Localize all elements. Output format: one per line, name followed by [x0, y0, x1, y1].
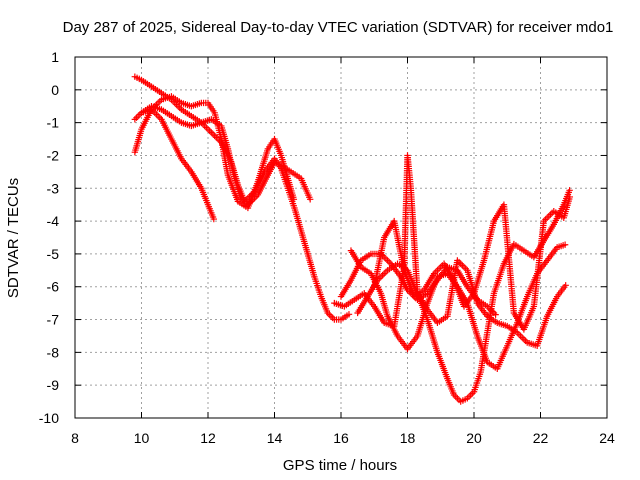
y-tick-label: -3 — [47, 180, 60, 196]
data-series-3 — [131, 93, 298, 212]
data-point — [566, 187, 573, 194]
x-tick-label: 16 — [333, 430, 349, 446]
y-tick-label: -7 — [47, 312, 60, 328]
y-axis-label: SDTVAR / TECUs — [5, 178, 22, 298]
data-point — [561, 241, 569, 248]
x-axis-label: GPS time / hours — [283, 457, 397, 474]
data-point — [566, 193, 574, 201]
y-tick-label: -4 — [47, 213, 60, 229]
y-tick-label: -1 — [47, 115, 60, 131]
data-series-8 — [371, 193, 574, 333]
x-tick-label: 22 — [533, 430, 549, 446]
data-point — [210, 215, 218, 223]
y-tick-label: 1 — [51, 49, 59, 65]
y-tick-label: -5 — [47, 246, 60, 262]
chart-title: Day 287 of 2025, Sidereal Day-to-day VTE… — [63, 19, 614, 36]
x-tick-label: 18 — [400, 430, 416, 446]
data-series-4 — [138, 106, 218, 223]
data-point — [290, 196, 298, 203]
x-tick-label: 20 — [466, 430, 482, 446]
y-tick-label: -9 — [47, 377, 60, 393]
y-tick-label: -10 — [39, 410, 59, 426]
data-point — [345, 311, 353, 318]
data-point — [562, 282, 569, 289]
y-tick-label: 0 — [51, 82, 59, 98]
x-tick-label: 10 — [134, 430, 150, 446]
data-marks — [131, 73, 574, 405]
x-tick-label: 24 — [599, 430, 615, 446]
y-tick-label: -8 — [47, 344, 60, 360]
data-point — [492, 311, 499, 318]
x-tick-label: 14 — [267, 430, 283, 446]
y-tick-label: -6 — [47, 279, 60, 295]
data-point — [306, 196, 314, 203]
y-tick-label: -2 — [47, 147, 60, 163]
grid — [75, 57, 607, 418]
data-series-9 — [337, 250, 499, 318]
x-tick-label: 8 — [71, 430, 79, 446]
x-tick-label: 12 — [200, 430, 216, 446]
